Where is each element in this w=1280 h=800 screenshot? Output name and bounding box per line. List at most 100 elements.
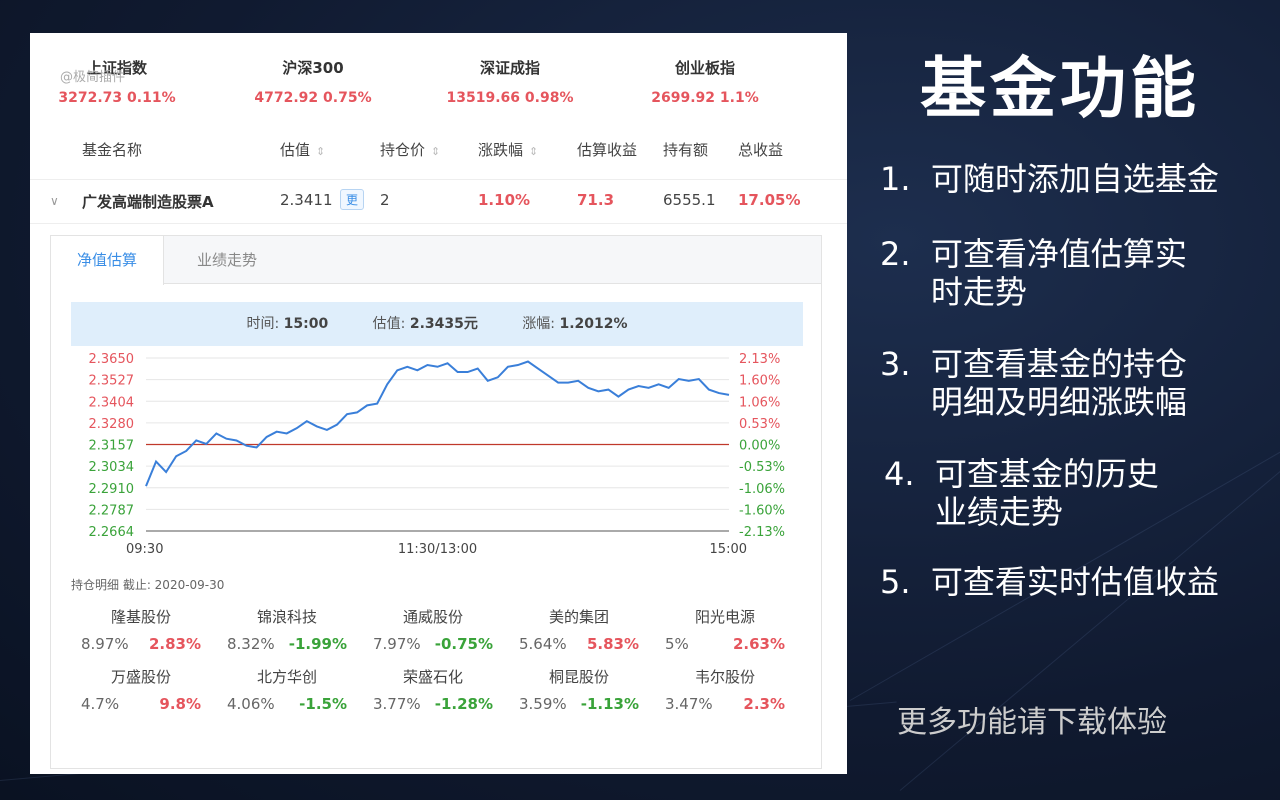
holding-values: 5.64% 5.83% [509,635,649,653]
y-tick-label: 2.3527 [89,374,135,389]
y-tick-label: 2.3650 [89,352,135,367]
index-name: 沪深300 [282,59,344,77]
holding-weight: 5.64% [519,635,567,653]
y-tick-label: 2.3280 [89,417,135,432]
column-header[interactable]: 涨跌幅 ⇕ [478,139,538,160]
index-name: 创业板指 [674,59,735,77]
fund-detail-card: 净值估算 业绩走势 时间: 15:00 估值: 2.3435元 涨幅: 1.20… [50,235,822,769]
feature-item: 1. 可随时添加自选基金 [880,160,1219,198]
y2-tick-label: -2.13% [739,525,785,540]
holding-weight: 8.32% [227,635,275,653]
y-tick-label: 2.3034 [89,460,135,475]
holding-name: 桐昆股份 [548,668,609,686]
fund-panel: 上证指数 3272.73 0.11% 沪深300 4772.92 0.75% 深证成指 1… [30,33,847,774]
fund-est-profit: 71.3 [577,191,615,209]
holding-name: 荣盛石化 [402,668,463,686]
column-header-label: 持有额 [663,141,709,159]
holding-name: 阳光电源 [694,608,755,626]
holding-weight: 3.47% [665,695,713,713]
holding-item[interactable]: 北方华创 4.06% -1.5% [217,666,357,713]
holding-weight: 7.97% [373,635,421,653]
holding-values: 3.77% -1.28% [363,695,503,713]
holding-change: -0.75% [434,635,493,653]
y-tick-label: 2.2787 [89,503,135,518]
y2-tick-label: 0.53% [739,417,780,432]
index-value: 2699.92 [651,90,716,106]
fund-name[interactable]: 广发高端制造股票A [82,193,214,211]
feature-item: 2. 可查看净值估算实 时走势 [880,235,1187,311]
holding-values: 3.59% -1.13% [509,695,649,713]
y-tick-label: 2.2910 [89,482,135,497]
y-tick-label: 2.3157 [89,439,135,454]
column-header: 持有额 [663,139,708,160]
y-tick-label: 2.2664 [89,525,135,540]
holding-values: 3.47% 2.3% [655,695,795,713]
chart-info-bar: 时间: 15:00 估值: 2.3435元 涨幅: 1.2012% [71,302,803,346]
watermark: @极简插件 [60,70,126,85]
column-header[interactable]: 持仓价 ⇕ [380,139,440,160]
x-tick-label: 11:30/13:00 [398,542,477,557]
feature-item: 4. 可查基金的历史 业绩走势 [884,455,1159,531]
promo-title: 基金功能 [920,50,1200,127]
sort-icon: ⇕ [431,145,441,158]
holding-weight: 4.7% [81,695,120,713]
holding-weight: 3.59% [519,695,567,713]
holding-weight: 8.97% [81,635,129,653]
holding-change: 9.8% [159,695,201,713]
holding-change: -1.5% [299,695,347,713]
column-header: 基金名称 [82,139,142,160]
sort-icon: ⇕ [316,145,326,158]
holding-item[interactable]: 荣盛石化 3.77% -1.28% [363,666,503,713]
holding-change: 2.83% [148,635,201,653]
y2-tick-label: 2.13% [739,352,780,367]
expand-chevron-icon[interactable]: ∨ [50,194,59,208]
chg-label: 涨幅: [522,316,556,332]
tab-nav-estimate[interactable]: 净值估算 [51,236,165,285]
holding-item[interactable]: 隆基股份 8.97% 2.83% [71,606,211,653]
holding-values: 5% 2.63% [655,635,795,653]
holding-item[interactable]: 万盛股份 4.7% 9.8% [71,666,211,713]
time-value: 15:00 [283,316,329,332]
y-tick-label: 2.3404 [89,395,135,410]
index-value: 13519.66 [446,90,521,106]
promo-footer: 更多功能请下载体验 [897,705,1167,740]
chg-value: 1.2012% [559,316,628,332]
holding-weight: 4.06% [227,695,275,713]
index-3[interactable]: 创业板指 2699.92 1.1% [620,57,790,106]
sort-icon: ⇕ [529,145,539,158]
holding-values: 8.32% -1.99% [217,635,357,653]
y2-tick-label: -1.06% [739,482,785,497]
y2-tick-label: 1.06% [739,395,780,410]
holding-item[interactable]: 韦尔股份 3.47% 2.3% [655,666,795,713]
column-header: 估算收益 [577,139,637,160]
holding-item[interactable]: 阳光电源 5% 2.63% [655,606,795,653]
index-value: 4772.92 [254,90,319,106]
column-header-label: 持仓价 [380,141,426,159]
feature-item: 5. 可查看实时估值收益 [880,563,1219,601]
holding-values: 7.97% -0.75% [363,635,503,653]
column-header[interactable]: 估值 ⇕ [280,139,325,160]
holding-item[interactable]: 桐昆股份 3.59% -1.13% [509,666,649,713]
index-change: 1.1% [719,90,759,106]
holding-change: -1.28% [434,695,493,713]
index-name: 深证成指 [479,59,540,77]
est-value: 2.3435元 [409,316,478,332]
holding-change: -1.13% [580,695,639,713]
holding-item[interactable]: 美的集团 5.64% 5.83% [509,606,649,653]
y2-tick-label: 0.00% [739,439,780,454]
holding-item[interactable]: 通威股份 7.97% -0.75% [363,606,503,653]
fund-holding: 6555.1 [663,191,716,209]
x-tick-label: 09:30 [126,542,163,557]
index-value-row: 2699.92 1.1% [620,90,790,106]
index-change: 0.98% [524,90,574,106]
holding-item[interactable]: 锦浪科技 8.32% -1.99% [217,606,357,653]
index-value-row: 4772.92 0.75% [228,90,398,106]
holding-values: 4.7% 9.8% [71,695,211,713]
index-1[interactable]: 沪深300 4772.92 0.75% [228,57,398,106]
index-2[interactable]: 深证成指 13519.66 0.98% [425,57,595,106]
holding-name: 锦浪科技 [256,608,317,626]
tab-performance[interactable]: 业绩走势 [197,251,258,269]
index-name: 上证指数 [86,59,147,77]
index-0[interactable]: 上证指数 3272.73 0.11% [32,57,202,106]
update-button[interactable]: 更 [340,189,365,210]
